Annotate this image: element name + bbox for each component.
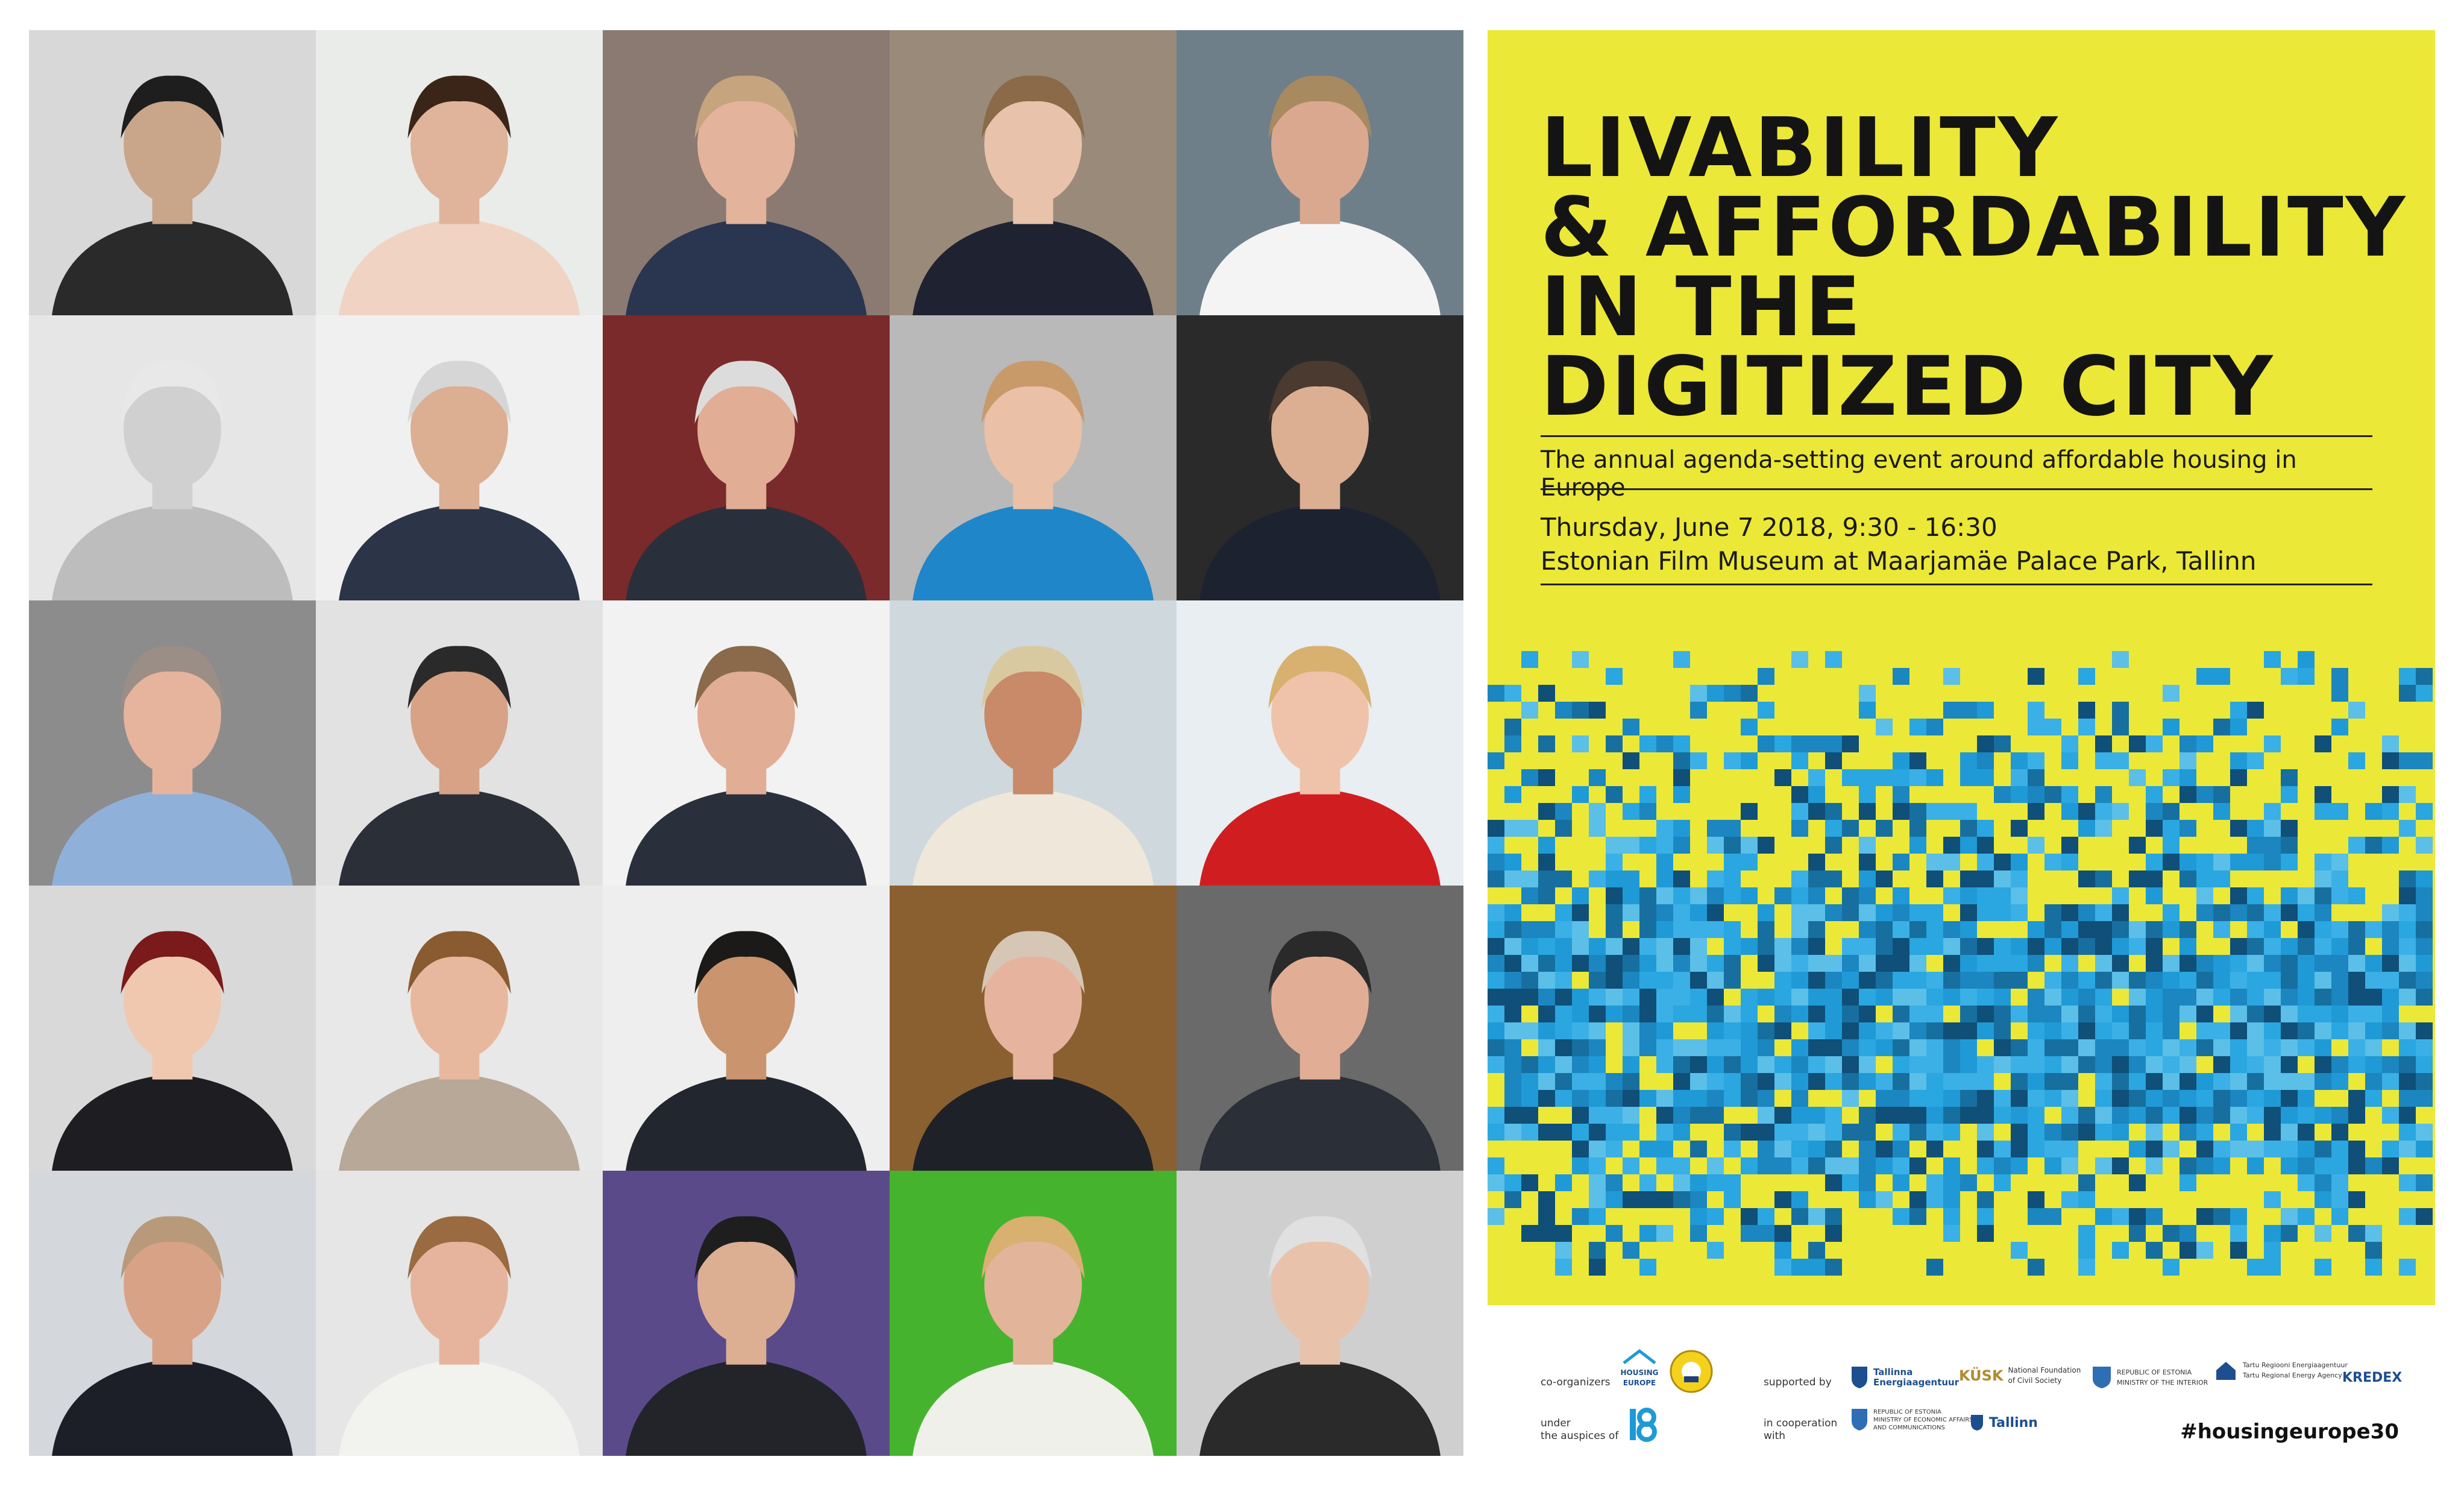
speaker-photo [890,30,1177,315]
co-organizers-label: co-organizers [1541,1376,1611,1388]
portrait-image [1177,600,1463,886]
divider [1541,488,2372,490]
title-line-2: & AFFORDABILITY [1541,180,2408,275]
portrait-image [890,315,1177,600]
portrait-image [316,315,603,600]
portrait-image [29,1171,316,1456]
portrait-image [1177,1171,1463,1456]
poster-title: LIVABILITY & AFFORDABILITY IN THE DIGITI… [1541,101,2409,435]
speaker-photo [29,315,316,600]
portrait-image [890,1171,1177,1456]
speaker-photo [29,1171,316,1456]
estonia-coat-of-arms-icon [1852,1409,1867,1431]
auspices-label: under the auspices of [1541,1417,1619,1442]
event-poster: LIVABILITY & AFFORDABILITY IN THE DIGITI… [1488,30,2435,1456]
speaker-photo [316,600,603,886]
event-hashtag: #housingeurope30 [2180,1420,2399,1444]
portrait-image [890,886,1177,1171]
kredex-logo: KREDEX [2342,1370,2403,1385]
portrait-image [603,886,890,1171]
speaker-photo [890,600,1177,886]
portrait-image [890,30,1177,315]
speaker-photo [1177,886,1463,1171]
speaker-photo [890,315,1177,600]
speaker-photo [1177,600,1463,886]
speaker-photo [1177,1171,1463,1456]
speaker-photo [603,600,890,886]
shield-icon [1852,1367,1867,1388]
poster-footer: co-organizers under the auspices of HOUS… [1488,1305,2435,1456]
ministry-interior-logo: REPUBLIC OF ESTONIA MINISTRY OF THE INTE… [2092,1365,2208,1390]
speaker-photo [316,315,603,600]
title-line-3: IN THE [1541,260,1864,355]
speaker-photo [29,30,316,315]
association-seal-logo [1668,1349,1714,1397]
speaker-photo [316,1171,603,1456]
portrait-image [603,30,890,315]
pixelated-crowd-graphic [1488,651,2435,1284]
speaker-photo [603,30,890,315]
event-date: Thursday, June 7 2018, 9:30 - 16:30 [1541,512,1997,542]
supported-by-label: supported by [1764,1376,1832,1388]
portrait-image [1177,30,1463,315]
housing-europe-logo: HOUSING EUROPE [1615,1347,1664,1388]
cooperation-label: in cooperation with [1764,1417,1838,1442]
ministry-economic-affairs-logo: REPUBLIC OF ESTONIA MINISTRY OF ECONOMIC… [1850,1408,1973,1432]
estonia-coat-of-arms-icon [2093,1367,2111,1388]
portrait-image [1177,315,1463,600]
title-line-4: DIGITIZED CITY [1541,339,2275,435]
portrait-image [29,30,316,315]
sun-seal-icon [1670,1350,1713,1393]
speaker-photo [603,886,890,1171]
title-line-1: LIVABILITY [1541,101,2060,196]
portrait-image [603,315,890,600]
speaker-photo [1177,315,1463,600]
speaker-photo [890,1171,1177,1456]
portrait-image [316,30,603,315]
portrait-image [29,600,316,886]
divider [1541,584,2372,585]
tartu-energy-agency-logo: Tartu Regiooni Energiaagentuur Tartu Reg… [2214,1358,2348,1382]
portrait-image [29,886,316,1171]
portrait-image [603,1171,890,1456]
portrait-image [316,600,603,886]
speaker-photo [29,886,316,1171]
tartu-house-icon [2216,1362,2236,1380]
speaker-photo [1177,30,1463,315]
portrait-image [1177,886,1463,1171]
auspices-logo [1615,1406,1658,1445]
tallinn-city-logo: Tallinn [1970,1414,2038,1432]
portrait-image [890,600,1177,886]
tallinna-energiaagentuur-logo: Tallinna Energiaagentuur [1850,1365,1959,1390]
portrait-image [316,1171,603,1456]
house-roof-icon [1623,1349,1656,1364]
event-venue: Estonian Film Museum at Maarjamäe Palace… [1541,546,2257,576]
speaker-photo [890,886,1177,1171]
pixel-mosaic [1488,651,2433,1276]
divider [1541,435,2372,437]
eu-presidency-icon [1630,1408,1657,1442]
kusk-logo: KÜSK National Foundation of Civil Societ… [1959,1366,2081,1385]
portrait-image [603,600,890,886]
speaker-photo [603,1171,890,1456]
speaker-photo-grid [29,30,1463,1456]
speaker-photo [316,886,603,1171]
speaker-photo [603,315,890,600]
speaker-photo [29,600,316,886]
poster-tagline: The annual agenda-setting event around a… [1541,446,2297,502]
tallinn-shield-icon [1971,1415,1983,1431]
portrait-image [316,886,603,1171]
speaker-photo [316,30,603,315]
portrait-image [29,315,316,600]
